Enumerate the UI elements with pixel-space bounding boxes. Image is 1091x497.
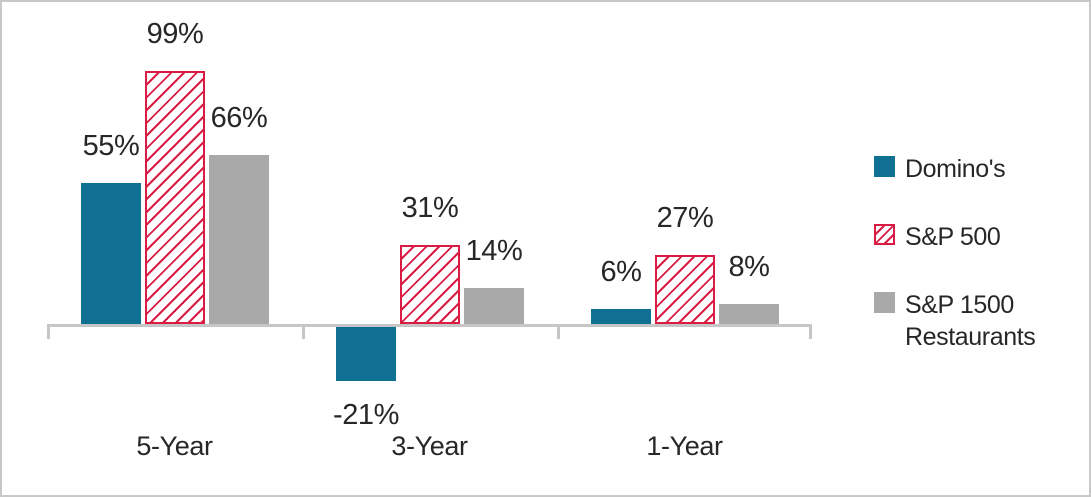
legend-item-s-p-500: S&P 500 <box>874 221 1001 253</box>
legend-label-s-p-500: S&P 500 <box>905 223 1001 251</box>
bar-s-p-1500-restaurants-1-year <box>719 304 779 324</box>
bar-s-p-1500-restaurants-5-year <box>209 155 269 324</box>
value-label-s-p-500-5-year: 99% <box>146 18 204 50</box>
legend-item-s-p-1500-restaurants: S&P 1500 Restaurants <box>874 289 1036 353</box>
value-label-s-p-1500-restaurants-1-year: 8% <box>728 251 770 283</box>
legend-swatch-s-p-500 <box>874 224 895 245</box>
legend-label-s-p-1500-restaurants: S&P 1500 Restaurants <box>905 291 1036 351</box>
x-axis-tick <box>302 324 305 339</box>
legend-item-domino-s: Domino's <box>874 153 1006 185</box>
category-label-5-year: 5-Year <box>136 431 213 461</box>
legend-swatch-domino-s <box>874 156 895 177</box>
value-label-domino-s-5-year: 55% <box>82 130 140 162</box>
bar-s-p-500-5-year <box>145 71 205 324</box>
value-label-s-p-1500-restaurants-3-year: 14% <box>465 235 523 267</box>
value-label-domino-s-1-year: 6% <box>600 256 642 288</box>
bar-s-p-500-3-year <box>400 245 460 324</box>
value-label-s-p-500-3-year: 31% <box>401 192 459 224</box>
value-label-s-p-500-1-year: 27% <box>656 202 714 234</box>
bar-domino-s-1-year <box>591 309 651 324</box>
x-axis-line <box>47 324 812 327</box>
bar-s-p-1500-restaurants-3-year <box>464 288 524 324</box>
x-axis-tick <box>809 324 812 339</box>
category-label-3-year: 3-Year <box>391 431 468 461</box>
legend-label-domino-s: Domino's <box>905 155 1006 183</box>
bar-s-p-500-1-year <box>655 255 715 324</box>
x-axis-tick <box>47 324 50 339</box>
legend-swatch-s-p-1500-restaurants <box>874 292 895 313</box>
bar-domino-s-3-year <box>336 327 396 381</box>
value-label-domino-s-3-year: -21% <box>332 399 400 431</box>
x-axis-tick <box>557 324 560 339</box>
category-label-1-year: 1-Year <box>646 431 723 461</box>
value-label-s-p-1500-restaurants-5-year: 66% <box>210 102 268 134</box>
bar-domino-s-5-year <box>81 183 141 324</box>
